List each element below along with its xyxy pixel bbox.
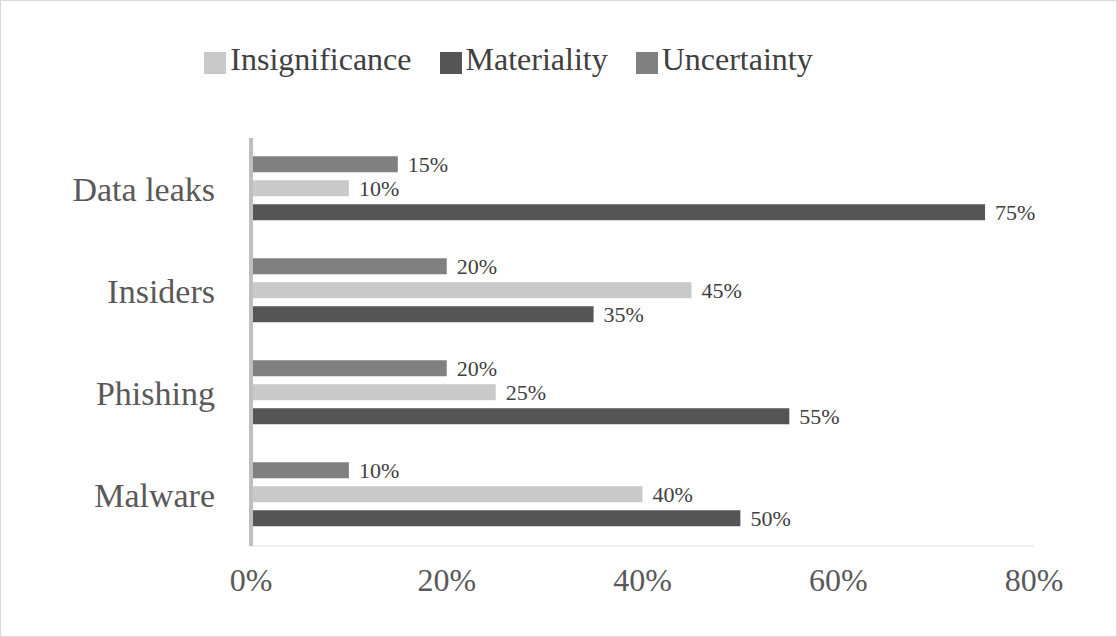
svg-text:Malware: Malware <box>94 477 215 514</box>
svg-text:60%: 60% <box>809 562 868 598</box>
svg-text:45%: 45% <box>701 278 741 303</box>
html-text:Uncertainty: Uncertainty <box>661 41 813 77</box>
svg-text:Phishing: Phishing <box>96 375 215 412</box>
svg-text:15%: 15% <box>408 152 448 177</box>
svg-text:20%: 20% <box>417 562 476 598</box>
svg-text:50%: 50% <box>750 506 790 531</box>
svg-text:10%: 10% <box>359 176 399 201</box>
html-text:Materiality: Materiality <box>465 41 608 77</box>
html-text:Insignificance: Insignificance <box>230 41 412 77</box>
svg-text:40%: 40% <box>653 482 693 507</box>
svg-text:35%: 35% <box>604 302 644 327</box>
svg-text:75%: 75% <box>995 200 1035 225</box>
svg-text:25%: 25% <box>506 380 546 405</box>
svg-text:Data leaks: Data leaks <box>72 171 215 208</box>
svg-text:55%: 55% <box>799 404 839 429</box>
svg-text:0%: 0% <box>230 562 273 598</box>
svg-text:80%: 80% <box>1005 562 1064 598</box>
svg-text:40%: 40% <box>613 562 672 598</box>
svg-text:20%: 20% <box>457 356 497 381</box>
svg-text:10%: 10% <box>359 458 399 483</box>
svg-text:20%: 20% <box>457 254 497 279</box>
svg-text:Insiders: Insiders <box>107 273 215 310</box>
